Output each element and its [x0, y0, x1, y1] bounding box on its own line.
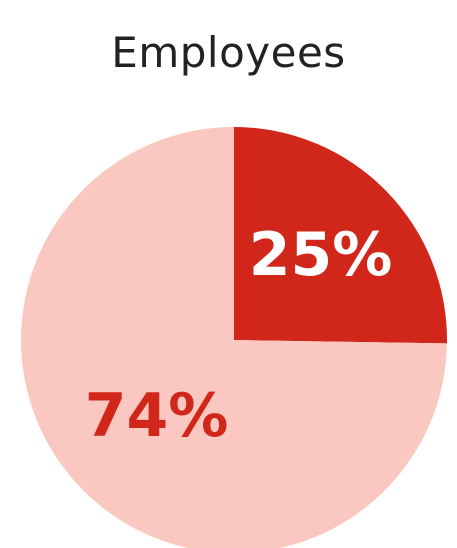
slice-label-25: 25% [249, 220, 393, 290]
pie-slice-74 [21, 127, 447, 548]
slice-label-74: 74% [85, 381, 229, 451]
chart-title: Employees [111, 28, 346, 77]
pie-slice-25 [234, 127, 447, 344]
